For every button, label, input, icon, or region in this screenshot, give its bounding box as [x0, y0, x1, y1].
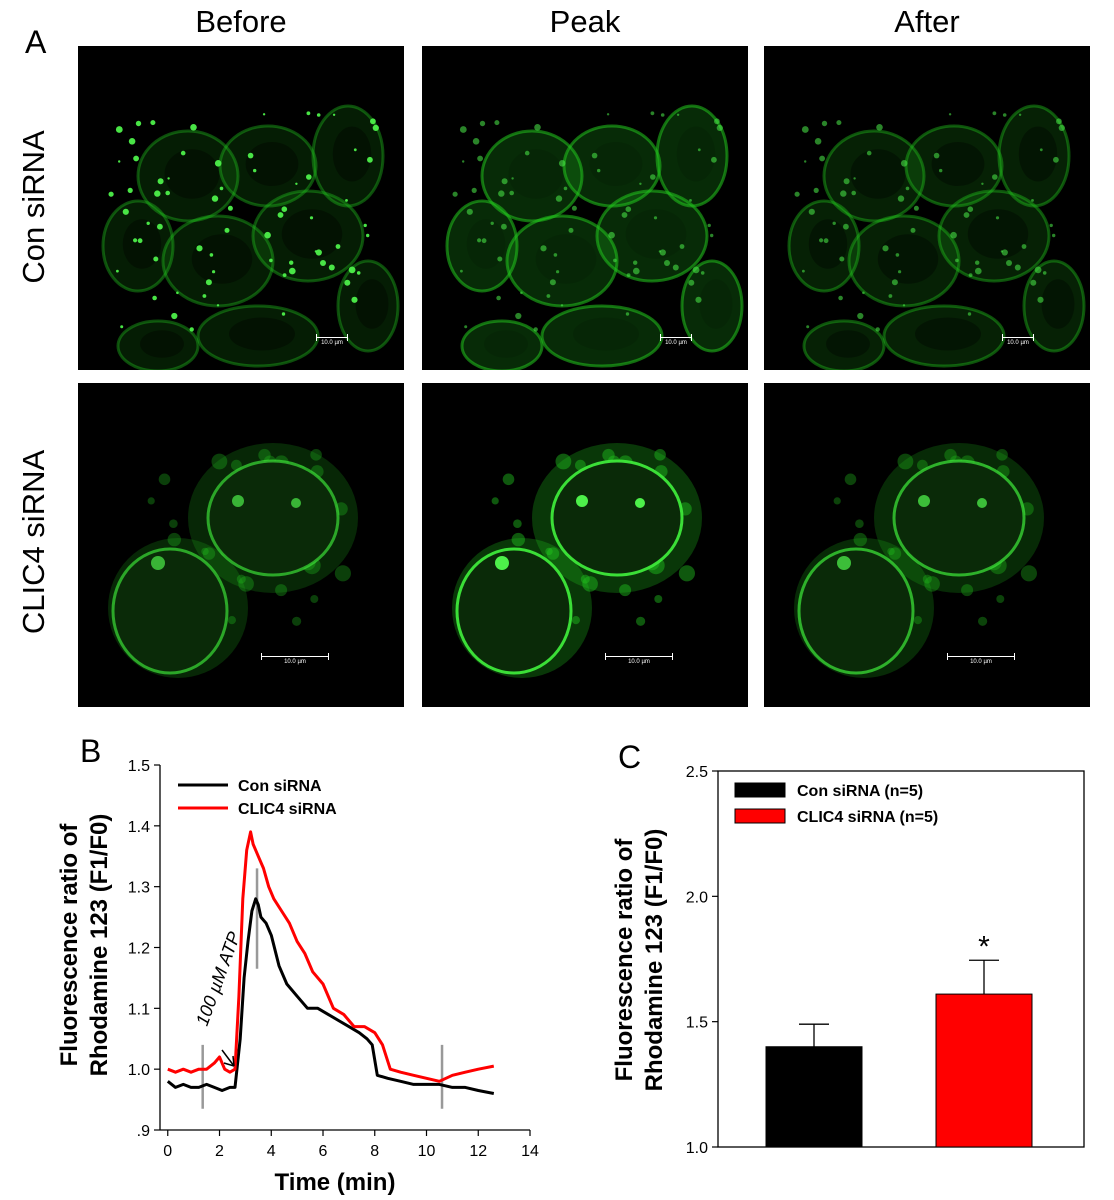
scale-bar-label: 10.0 µm: [665, 340, 687, 346]
y-tick-label-b: 1.4: [128, 819, 150, 836]
y-tick-label-b: 1.3: [128, 880, 150, 897]
x-tick-label-b: 2: [215, 1143, 224, 1160]
panel-label-a: A: [25, 24, 47, 60]
y-tick-label-b: .9: [137, 1123, 150, 1140]
scale-bar-label: 10.0 µm: [970, 659, 992, 665]
legend-label-b: Con siRNA: [238, 778, 322, 795]
x-tick-label-b: 6: [319, 1143, 328, 1160]
x-tick-label-b: 8: [370, 1143, 379, 1160]
column-title-before: Before: [195, 4, 287, 39]
series-line-con: [166, 897, 495, 1095]
bar-clic4: [935, 993, 1033, 1148]
scale-bar-label: 10.0 µm: [1007, 340, 1029, 346]
plot-frame-c: [717, 770, 1085, 1148]
scale-bar-label: 10.0 µm: [321, 340, 343, 346]
atp-arrow: [221, 1049, 235, 1067]
legend-swatch-c: [734, 808, 786, 824]
x-tick-label-b: 10: [418, 1143, 436, 1160]
y-tick-label-c: 2.5: [686, 764, 708, 781]
y-tick-label-b: 1.2: [128, 941, 150, 958]
legend-label-c: CLIC4 siRNA (n=5): [797, 809, 938, 826]
y-axis-title-b: Fluorescence ratio of Rhodamine 123 (F1/F…: [56, 814, 113, 1077]
panel-label-b: B: [80, 733, 101, 769]
y-tick-label-b: 1.0: [128, 1062, 150, 1079]
micrograph-con-before: 10.0 µm: [78, 46, 404, 370]
micrograph-con-peak: 10.0 µm: [422, 46, 748, 370]
x-tick-label-b: 4: [267, 1143, 276, 1160]
scale-bar-label: 10.0 µm: [628, 659, 650, 665]
x-axis-title-b: Time (min): [275, 1169, 396, 1196]
column-title-after: After: [894, 4, 960, 39]
row-label-clic4-sirna: CLIC4 siRNA: [16, 449, 51, 635]
y-tick-label-b: 1.5: [128, 758, 150, 775]
y-tick-label-c: 2.0: [686, 889, 708, 906]
micrograph-con-after: 10.0 µm: [764, 46, 1090, 370]
x-tick-label-b: 14: [521, 1143, 539, 1160]
micrograph-clic4-peak: 10.0 µm: [422, 383, 748, 707]
x-tick-label-b: 12: [469, 1143, 487, 1160]
bar-con: [765, 1046, 863, 1148]
significance-marker: *: [978, 930, 990, 963]
y-axis-title-c: Fluorescence ratio of Rhodamine 123 (F1/F…: [611, 829, 668, 1092]
legend-label-b: CLIC4 siRNA: [238, 801, 337, 818]
legend-label-c: Con siRNA (n=5): [797, 783, 923, 800]
series-line-clic4: [167, 830, 495, 1083]
y-tick-label-c: 1.5: [686, 1015, 708, 1032]
y-tick-label-b: 1.1: [128, 1001, 150, 1018]
micrograph-clic4-after: 10.0 µm: [764, 383, 1090, 707]
y-tick-label-c: 1.0: [686, 1140, 708, 1157]
atp-annotation: 100 µM ATP: [192, 929, 244, 1028]
column-title-peak: Peak: [549, 4, 621, 39]
panel-label-c: C: [618, 739, 641, 775]
x-tick-label-b: 0: [163, 1143, 172, 1160]
row-label-con-sirna: Con siRNA: [16, 130, 51, 284]
micrograph-clic4-before: 10.0 µm: [78, 383, 404, 707]
scale-bar-label: 10.0 µm: [284, 659, 306, 665]
legend-swatch-c: [734, 782, 786, 798]
